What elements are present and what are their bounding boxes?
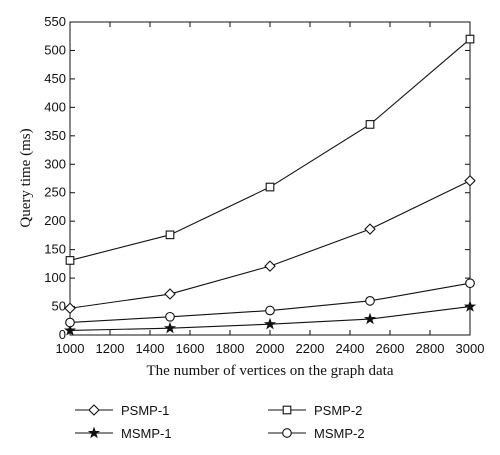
series-psmp-1 — [64, 174, 476, 315]
y-tick-label: 350 — [44, 128, 66, 143]
data-point-psmp-2 — [265, 182, 275, 192]
data-point-psmp-1 — [464, 174, 476, 187]
data-point-msmp-2 — [465, 278, 475, 289]
y-axis: 0 50 100 150 200 250 300 350 400 450 500 550 — [44, 14, 470, 342]
legend-marker-circle — [282, 428, 292, 438]
y-tick-label: 50 — [52, 299, 66, 314]
series-line-msmp-2 — [69, 282, 471, 324]
legend-label: MSMP-2 — [314, 426, 365, 441]
data-point-msmp-2 — [365, 296, 375, 306]
legend: PSMP-1 PSMP-2 MSMP-1 MSMP-2 — [75, 403, 365, 441]
y-tick-label: 100 — [44, 270, 66, 285]
series-msmp-2 — [65, 278, 475, 328]
x-tick-label: 2000 — [256, 341, 285, 356]
x-tick-label: 2800 — [416, 341, 445, 356]
y-tick-label: 0 — [59, 327, 66, 342]
data-point-msmp-1 — [263, 317, 277, 330]
legend-marker-diamond — [88, 404, 100, 416]
y-tick-label: 200 — [44, 213, 66, 228]
y-tick-label: 300 — [44, 156, 66, 171]
data-point-psmp-1 — [264, 260, 276, 272]
x-tick-label: 1800 — [216, 341, 245, 356]
data-point-psmp-1 — [164, 288, 176, 300]
y-axis-title: Query time (ms) — [18, 128, 34, 227]
series-msmp-1 — [63, 300, 477, 336]
y-tick-label: 500 — [44, 42, 66, 57]
y-tick-label: 150 — [44, 242, 66, 257]
x-axis: 1000 1200 1400 1600 1800 2000 2200 2400 2600 2800… — [56, 22, 485, 356]
series-line-psmp-2 — [69, 38, 471, 261]
x-tick-label: 1000 — [56, 341, 85, 356]
x-tick-label: 2400 — [336, 341, 365, 356]
data-point-msmp-2 — [165, 311, 175, 322]
x-axis-title: The number of vertices on the graph data — [147, 363, 394, 379]
legend-item-msmp-2: MSMP-2 — [268, 426, 365, 441]
x-tick-label: 1200 — [96, 341, 125, 356]
plot-frame — [69, 21, 471, 336]
series-line-psmp-1 — [69, 180, 471, 309]
series-psmp-2 — [65, 34, 475, 265]
x-tick-label: 1400 — [136, 341, 165, 356]
x-tick-label: 2200 — [296, 341, 325, 356]
y-tick-label: 550 — [44, 14, 66, 29]
legend-marker-star — [87, 426, 101, 439]
data-point-psmp-2 — [65, 256, 75, 265]
legend-marker-square — [282, 405, 292, 415]
data-point-psmp-1 — [64, 302, 76, 315]
legend-item-msmp-1: MSMP-1 — [75, 426, 172, 441]
data-point-psmp-2 — [365, 120, 375, 129]
x-tick-label: 3000 — [456, 341, 485, 356]
legend-label: PSMP-1 — [121, 403, 169, 418]
legend-item-psmp-2: PSMP-2 — [268, 403, 362, 418]
legend-label: PSMP-2 — [314, 403, 362, 418]
data-point-msmp-1 — [63, 324, 77, 336]
series-layer — [63, 34, 477, 336]
data-point-msmp-1 — [163, 321, 177, 334]
y-tick-label: 450 — [44, 71, 66, 86]
data-point-psmp-1 — [364, 223, 376, 235]
data-point-msmp-1 — [463, 300, 477, 312]
legend-label: MSMP-1 — [121, 426, 172, 441]
data-point-psmp-2 — [165, 230, 175, 240]
y-tick-label: 400 — [44, 99, 66, 114]
y-tick-label: 250 — [44, 185, 66, 200]
data-point-msmp-1 — [363, 312, 377, 325]
data-point-msmp-2 — [265, 305, 275, 316]
x-tick-label: 2600 — [376, 341, 405, 356]
data-point-psmp-2 — [465, 34, 475, 44]
data-point-msmp-2 — [65, 317, 75, 328]
legend-item-psmp-1: PSMP-1 — [75, 403, 169, 418]
x-tick-label: 1600 — [176, 341, 205, 356]
